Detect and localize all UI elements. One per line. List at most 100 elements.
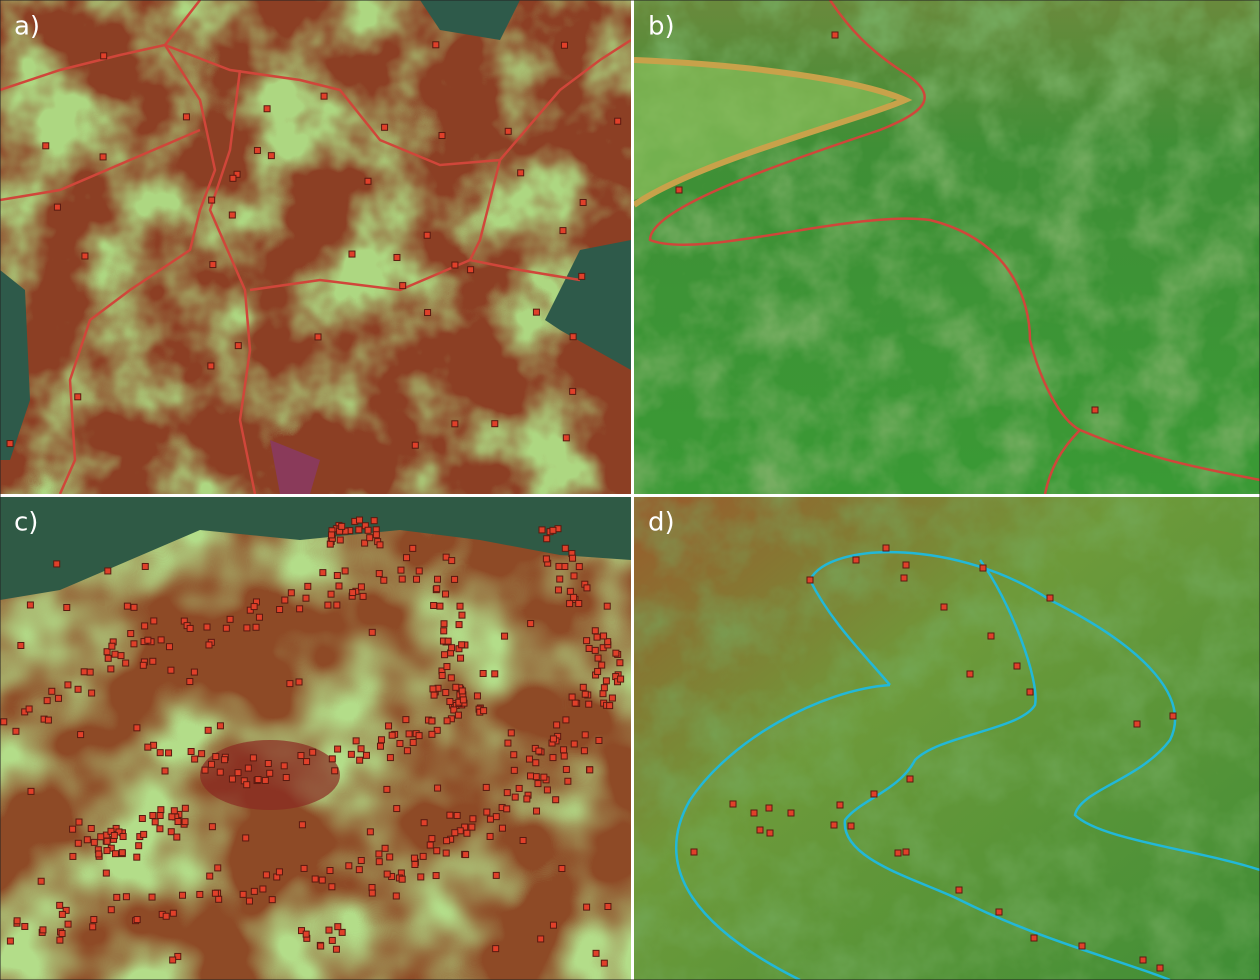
site-marker bbox=[227, 616, 233, 622]
site-marker bbox=[216, 896, 222, 902]
site-marker bbox=[538, 936, 544, 942]
site-marker bbox=[967, 671, 973, 677]
site-marker bbox=[350, 590, 356, 596]
site-marker bbox=[539, 527, 545, 533]
site-marker bbox=[112, 851, 118, 857]
site-marker bbox=[424, 232, 430, 238]
site-marker bbox=[251, 888, 257, 894]
site-marker bbox=[563, 435, 569, 441]
site-marker bbox=[584, 904, 590, 910]
site-marker bbox=[45, 717, 51, 723]
site-marker bbox=[78, 732, 84, 738]
site-marker bbox=[595, 655, 601, 661]
site-marker bbox=[14, 918, 20, 924]
site-marker bbox=[430, 686, 436, 692]
site-marker bbox=[134, 725, 140, 731]
site-marker bbox=[212, 890, 218, 896]
site-marker bbox=[356, 527, 362, 533]
site-marker bbox=[444, 664, 450, 670]
site-marker bbox=[387, 755, 393, 761]
site-marker bbox=[229, 776, 235, 782]
site-marker bbox=[563, 717, 569, 723]
site-marker bbox=[883, 545, 889, 551]
site-marker bbox=[327, 868, 333, 874]
site-marker bbox=[416, 733, 422, 739]
site-marker bbox=[751, 810, 757, 816]
site-marker bbox=[570, 388, 576, 394]
site-marker bbox=[592, 628, 598, 634]
site-marker bbox=[988, 633, 994, 639]
site-marker bbox=[410, 739, 416, 745]
site-marker bbox=[605, 639, 611, 645]
site-marker bbox=[807, 577, 813, 583]
site-marker bbox=[576, 601, 582, 607]
site-marker bbox=[13, 728, 19, 734]
site-marker bbox=[594, 634, 600, 640]
site-marker bbox=[871, 791, 877, 797]
site-marker bbox=[7, 441, 13, 447]
site-marker bbox=[255, 777, 261, 783]
site-marker bbox=[505, 128, 511, 134]
site-marker bbox=[431, 692, 437, 698]
site-marker bbox=[84, 837, 90, 843]
site-marker bbox=[139, 816, 145, 822]
site-marker bbox=[613, 650, 619, 656]
site-marker bbox=[1014, 663, 1020, 669]
site-marker bbox=[605, 903, 611, 909]
site-marker bbox=[463, 852, 469, 858]
site-marker bbox=[569, 694, 575, 700]
site-marker bbox=[109, 643, 115, 649]
site-marker bbox=[389, 732, 395, 738]
site-marker bbox=[150, 813, 156, 819]
site-marker bbox=[452, 421, 458, 427]
site-marker bbox=[90, 924, 96, 930]
site-marker bbox=[319, 877, 325, 883]
site-marker bbox=[837, 802, 843, 808]
site-marker bbox=[903, 562, 909, 568]
site-marker bbox=[208, 363, 214, 369]
site-marker bbox=[434, 586, 440, 592]
site-marker bbox=[493, 872, 499, 878]
site-marker bbox=[511, 752, 517, 758]
site-marker bbox=[197, 891, 203, 897]
site-marker bbox=[536, 748, 542, 754]
site-marker bbox=[217, 723, 223, 729]
site-marker bbox=[124, 603, 130, 609]
site-marker bbox=[243, 835, 249, 841]
site-marker bbox=[903, 849, 909, 855]
site-marker bbox=[269, 897, 275, 903]
site-marker bbox=[365, 527, 371, 533]
site-marker bbox=[481, 708, 487, 714]
site-marker bbox=[996, 909, 1002, 915]
site-marker bbox=[429, 731, 435, 737]
site-marker bbox=[434, 576, 440, 582]
site-marker bbox=[394, 254, 400, 260]
site-marker bbox=[349, 251, 355, 257]
site-marker bbox=[376, 851, 382, 857]
site-marker bbox=[187, 679, 193, 685]
site-marker bbox=[468, 267, 474, 273]
site-marker bbox=[1027, 689, 1033, 695]
site-marker bbox=[570, 555, 576, 561]
site-marker bbox=[617, 660, 623, 666]
site-marker bbox=[320, 570, 326, 576]
site-marker bbox=[412, 442, 418, 448]
site-marker bbox=[492, 671, 498, 677]
site-marker bbox=[618, 676, 624, 682]
site-marker bbox=[453, 684, 459, 690]
site-marker bbox=[246, 898, 252, 904]
site-marker bbox=[571, 741, 577, 747]
site-marker bbox=[831, 822, 837, 828]
site-marker bbox=[38, 878, 44, 884]
site-marker bbox=[418, 874, 424, 880]
site-marker bbox=[435, 785, 441, 791]
site-marker bbox=[277, 607, 283, 613]
site-marker bbox=[469, 824, 475, 830]
site-marker bbox=[151, 742, 157, 748]
site-marker bbox=[555, 587, 561, 593]
site-marker bbox=[504, 790, 510, 796]
site-marker bbox=[301, 865, 307, 871]
site-marker bbox=[449, 558, 455, 564]
site-marker bbox=[443, 850, 449, 856]
site-marker bbox=[376, 859, 382, 865]
